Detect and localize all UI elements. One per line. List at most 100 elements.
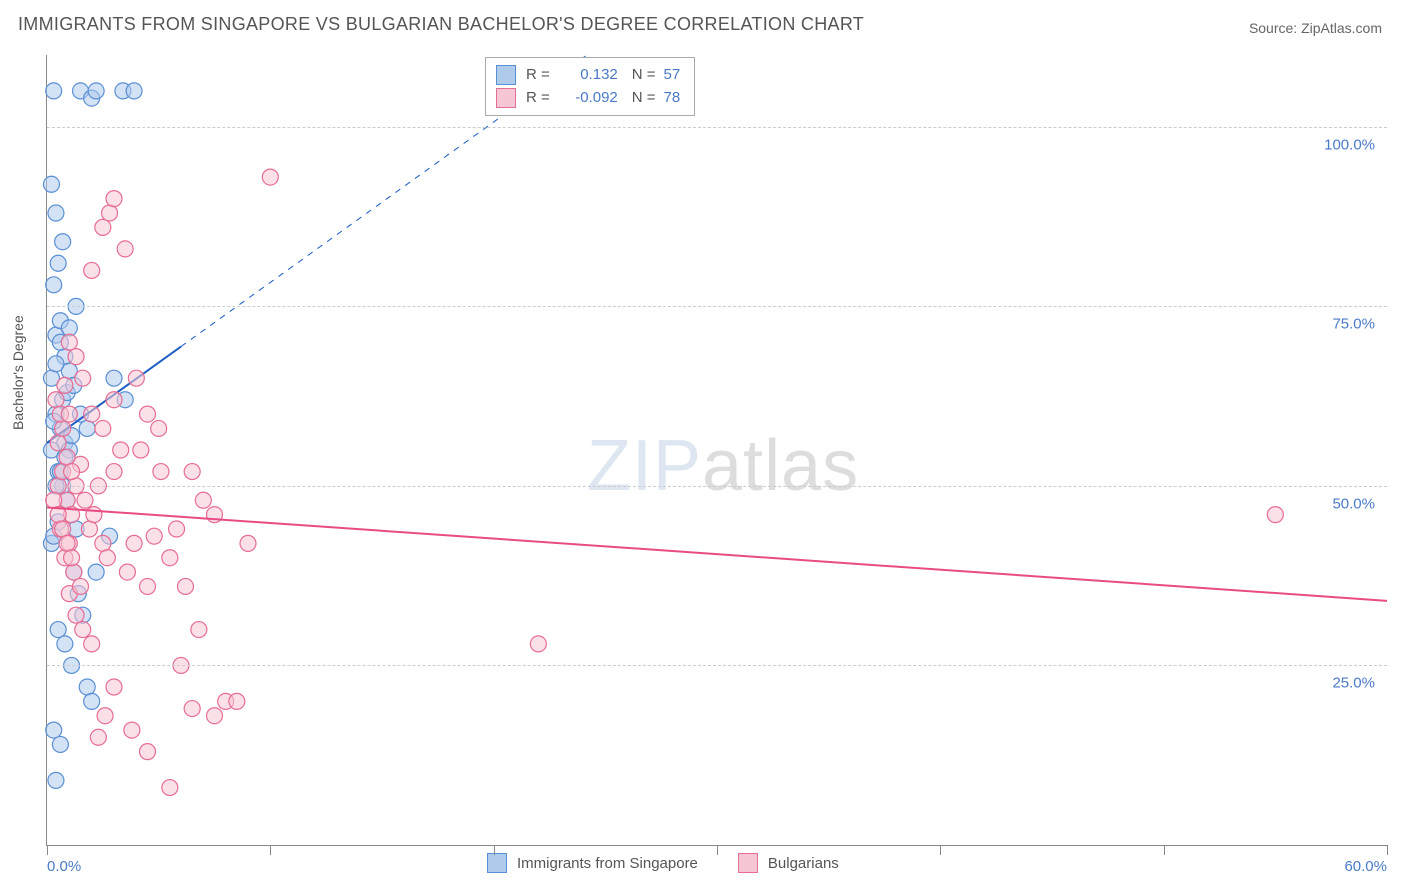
x-tick	[494, 845, 495, 855]
x-tick-label: 60.0%	[1344, 858, 1387, 875]
data-point	[50, 255, 66, 271]
stat-r-label: R =	[526, 64, 550, 87]
y-tick-label: 50.0%	[1332, 495, 1375, 512]
data-point	[177, 578, 193, 594]
data-point	[140, 744, 156, 760]
legend-swatch	[487, 853, 507, 873]
data-point	[84, 406, 100, 422]
x-tick-label: 0.0%	[47, 858, 81, 875]
stat-n-label: N =	[632, 64, 656, 87]
data-point	[140, 406, 156, 422]
legend-swatch	[496, 88, 516, 108]
x-tick	[270, 845, 271, 855]
data-point	[117, 241, 133, 257]
data-point	[48, 356, 64, 372]
data-point	[146, 528, 162, 544]
data-point	[75, 622, 91, 638]
y-tick-label: 25.0%	[1332, 675, 1375, 692]
data-point	[61, 406, 77, 422]
data-point	[184, 464, 200, 480]
stat-r-value: 0.132	[558, 64, 618, 87]
plot-area: ZIPatlas R =0.132N =57R =-0.092N =78 Imm…	[46, 55, 1387, 846]
chart-title: IMMIGRANTS FROM SINGAPORE VS BULGARIAN B…	[18, 14, 864, 35]
data-point	[140, 578, 156, 594]
data-point	[1267, 507, 1283, 523]
data-point	[81, 521, 97, 537]
data-point	[106, 370, 122, 386]
gridline-h	[47, 486, 1387, 487]
data-point	[162, 550, 178, 566]
data-point	[126, 535, 142, 551]
data-point	[195, 492, 211, 508]
data-point	[97, 708, 113, 724]
stat-n-label: N =	[632, 87, 656, 110]
data-point	[59, 535, 75, 551]
data-point	[229, 693, 245, 709]
data-point	[90, 729, 106, 745]
data-point	[95, 420, 111, 436]
source-attribution: Source: ZipAtlas.com	[1249, 20, 1382, 36]
data-point	[126, 83, 142, 99]
data-point	[50, 435, 66, 451]
data-point	[153, 464, 169, 480]
gridline-h	[47, 306, 1387, 307]
stats-legend: R =0.132N =57R =-0.092N =78	[485, 57, 695, 116]
data-point	[46, 277, 62, 293]
gridline-h	[47, 127, 1387, 128]
data-point	[207, 708, 223, 724]
data-point	[55, 234, 71, 250]
chart-svg	[47, 55, 1387, 845]
legend-item: Immigrants from Singapore	[487, 853, 698, 873]
source-label: Source:	[1249, 20, 1301, 36]
data-point	[113, 442, 129, 458]
data-point	[48, 205, 64, 221]
x-tick	[1387, 845, 1388, 855]
gridline-h	[47, 665, 1387, 666]
legend-item: Bulgarians	[738, 853, 839, 873]
data-point	[86, 507, 102, 523]
legend-label: Immigrants from Singapore	[517, 855, 698, 872]
data-point	[530, 636, 546, 652]
data-point	[66, 564, 82, 580]
data-point	[84, 693, 100, 709]
data-point	[133, 442, 149, 458]
data-point	[68, 349, 84, 365]
data-point	[88, 564, 104, 580]
data-point	[75, 370, 91, 386]
stat-n-value: 78	[664, 87, 681, 110]
legend-label: Bulgarians	[768, 855, 839, 872]
data-point	[64, 550, 80, 566]
data-point	[151, 420, 167, 436]
x-tick	[940, 845, 941, 855]
legend-swatch	[738, 853, 758, 873]
x-tick	[717, 845, 718, 855]
data-point	[191, 622, 207, 638]
data-point	[46, 722, 62, 738]
data-point	[162, 780, 178, 796]
x-tick	[1164, 845, 1165, 855]
data-point	[59, 449, 75, 465]
data-point	[119, 564, 135, 580]
data-point	[124, 722, 140, 738]
data-point	[68, 607, 84, 623]
data-point	[84, 262, 100, 278]
data-point	[240, 535, 256, 551]
data-point	[99, 550, 115, 566]
data-point	[106, 392, 122, 408]
data-point	[64, 464, 80, 480]
data-point	[262, 169, 278, 185]
legend-swatch	[496, 65, 516, 85]
legend-row: R =-0.092N =78	[496, 87, 680, 110]
data-point	[77, 492, 93, 508]
data-point	[102, 205, 118, 221]
data-point	[128, 370, 144, 386]
data-point	[106, 679, 122, 695]
data-point	[88, 83, 104, 99]
data-point	[55, 420, 71, 436]
data-point	[95, 219, 111, 235]
trend-line	[47, 507, 1387, 600]
data-point	[61, 320, 77, 336]
data-point	[46, 83, 62, 99]
y-axis-label: Bachelor's Degree	[10, 315, 26, 430]
data-point	[52, 736, 68, 752]
